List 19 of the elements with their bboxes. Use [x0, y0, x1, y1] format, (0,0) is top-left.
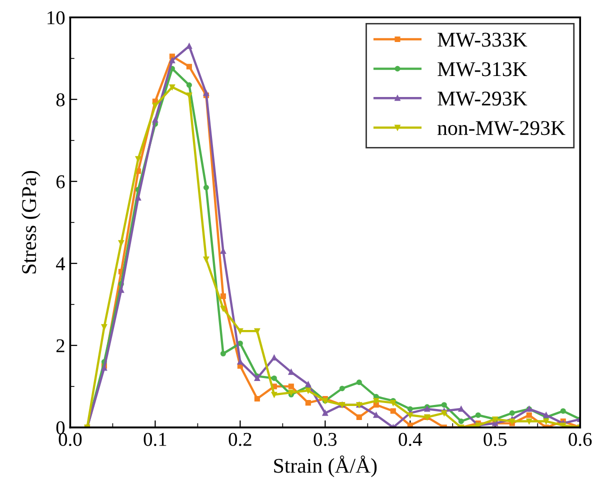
legend-label: MW-293K — [438, 92, 528, 106]
x-tick-label: 0.6 — [568, 432, 592, 446]
y-axis-title: Stress (GPa) — [21, 170, 40, 274]
y-tick-label: 6 — [56, 175, 65, 188]
x-axis-title: Strain (Å/Å) — [274, 455, 377, 478]
y-tick-label: 0 — [56, 421, 65, 434]
y-tick-label: 4 — [56, 257, 66, 270]
x-tick-label: 0.3 — [314, 432, 337, 446]
legend-label: MW-313K — [438, 62, 528, 76]
x-tick-label: 0.4 — [398, 432, 422, 446]
y-tick-label: 8 — [56, 93, 65, 106]
y-tick-label: 2 — [56, 339, 64, 352]
x-tick-label: 0.0 — [58, 432, 82, 446]
x-tick-label: 0.5 — [484, 432, 507, 446]
x-tick-label: 0.2 — [228, 432, 252, 446]
x-tick-label: 0.1 — [144, 432, 166, 446]
legend-label: MW-333K — [438, 32, 528, 47]
legend-label: non-MW-293K — [438, 121, 566, 136]
y-tick-label: 10 — [48, 11, 65, 24]
